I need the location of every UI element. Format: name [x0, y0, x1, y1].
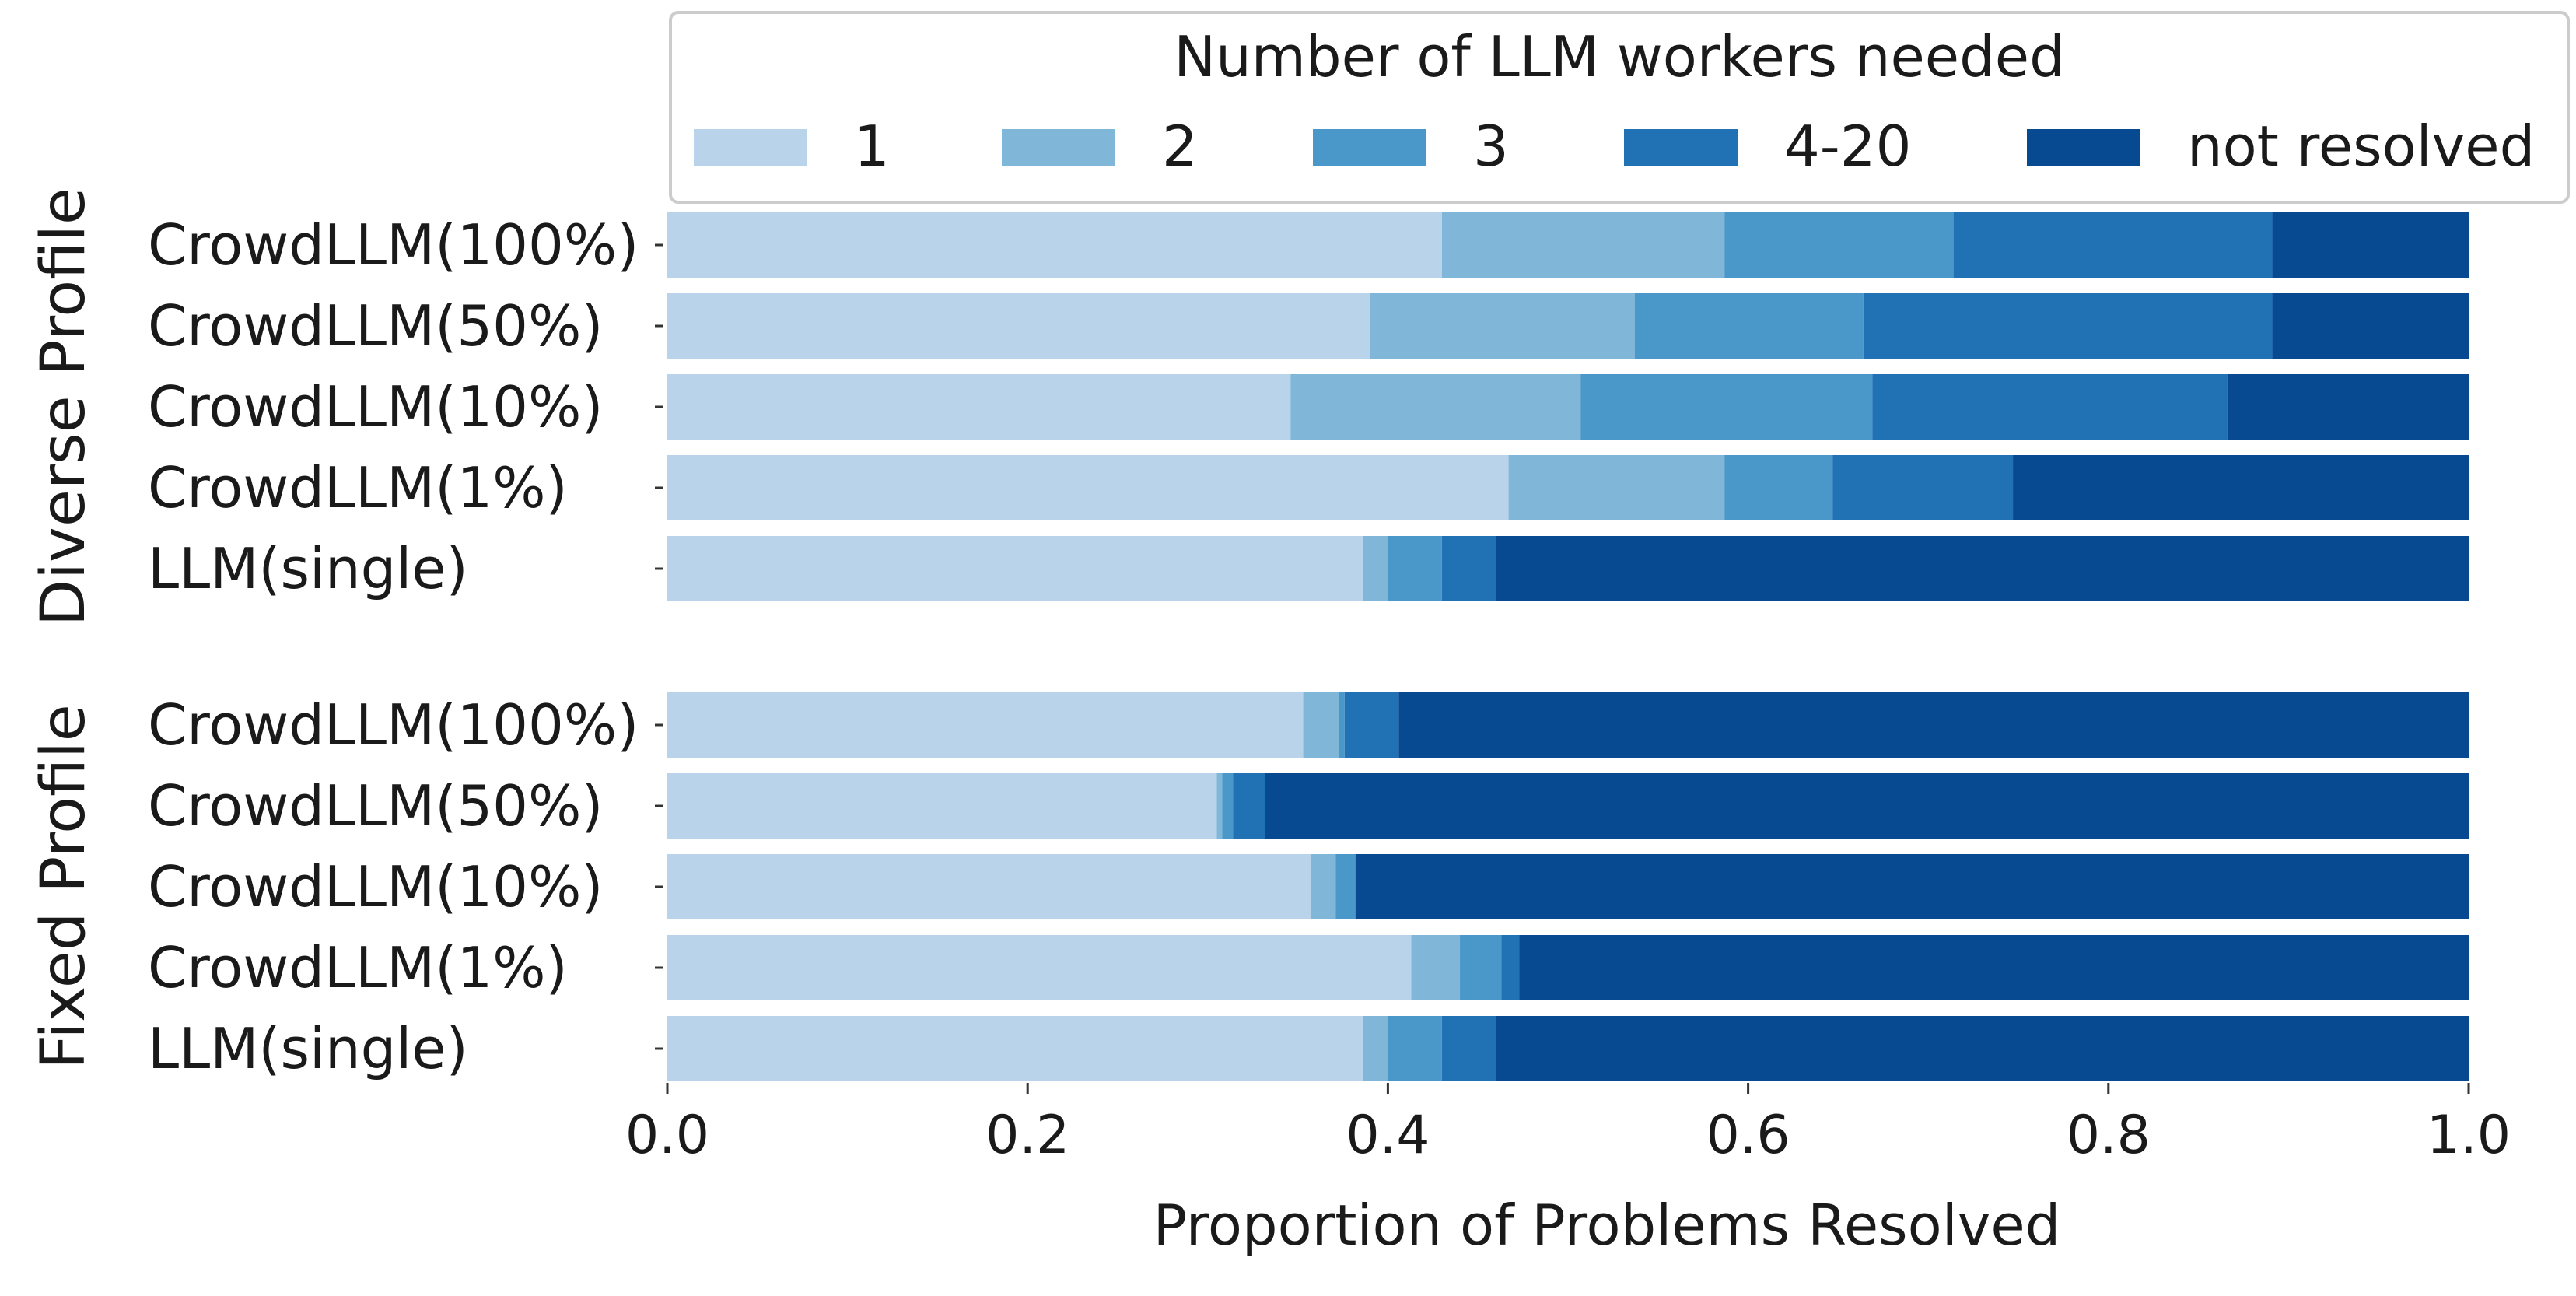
bar-segment-diverse-profile-crowdllm-100-2	[1441, 212, 1725, 278]
bar-segment-fixed-profile-crowdllm-1-4-20	[1501, 935, 1520, 1000]
legend-swatch-3	[1313, 129, 1426, 166]
bar-segment-diverse-profile-crowdllm-1-2	[1508, 455, 1725, 520]
bar-segment-fixed-profile-crowdllm-1-2	[1411, 935, 1461, 1000]
bar-segment-diverse-profile-crowdllm-50-2	[1370, 293, 1635, 359]
legend-title: Number of LLM workers needed	[1174, 24, 2065, 89]
legend-label-not-resolved: not resolved	[2187, 114, 2535, 179]
bar-segment-fixed-profile-crowdllm-50-1	[667, 773, 1217, 839]
legend-swatch-not-resolved	[2027, 129, 2140, 166]
category-label-crowdllm-100: CrowdLLM(100%)	[148, 692, 639, 758]
bar-segment-diverse-profile-crowdllm-100-1	[667, 212, 1442, 278]
bar-segment-diverse-profile-crowdllm-50-not-resolved	[2272, 293, 2469, 359]
x-tick-label: 1.0	[2427, 1105, 2511, 1166]
bar-segment-diverse-profile-llm-single-not-resolved	[1496, 536, 2469, 601]
group-label-diverse-profile: Diverse Profile	[29, 187, 99, 626]
bar-segment-fixed-profile-crowdllm-50-2	[1216, 773, 1223, 839]
bar-segment-diverse-profile-llm-single-1	[667, 536, 1363, 601]
bar-segment-diverse-profile-crowdllm-1-1	[667, 455, 1509, 520]
bar-segment-diverse-profile-crowdllm-50-4-20	[1863, 293, 2273, 359]
bar-segment-fixed-profile-crowdllm-10-2	[1310, 854, 1336, 919]
legend-swatch-2	[1002, 129, 1115, 166]
bar-segment-fixed-profile-crowdllm-100-1	[667, 692, 1304, 758]
legend-swatch-4-20	[1624, 129, 1738, 166]
bar-segment-fixed-profile-crowdllm-100-2	[1303, 692, 1339, 758]
legend-label-1: 1	[854, 114, 890, 179]
bar-segment-fixed-profile-llm-single-3	[1388, 1016, 1442, 1081]
legend-label-4-20: 4-20	[1784, 114, 1911, 179]
bar-segment-diverse-profile-crowdllm-10-1	[667, 374, 1291, 440]
group-label-fixed-profile: Fixed Profile	[29, 704, 99, 1069]
category-label-llm-single: LLM(single)	[148, 536, 468, 601]
x-tick-label: 0.4	[1346, 1105, 1430, 1166]
bar-segment-fixed-profile-llm-single-1	[667, 1016, 1363, 1081]
bar-segment-diverse-profile-crowdllm-50-3	[1634, 293, 1864, 359]
bar-segment-fixed-profile-crowdllm-100-not-resolved	[1398, 692, 2469, 758]
legend-swatch-1	[694, 129, 807, 166]
category-label-crowdllm-50: CrowdLLM(50%)	[148, 293, 604, 359]
bar-segment-diverse-profile-llm-single-4-20	[1441, 536, 1496, 601]
bar-segment-diverse-profile-crowdllm-1-3	[1724, 455, 1833, 520]
bar-segment-fixed-profile-crowdllm-50-3	[1222, 773, 1234, 839]
bar-segment-diverse-profile-llm-single-2	[1362, 536, 1388, 601]
bar-segment-fixed-profile-crowdllm-10-3	[1335, 854, 1356, 919]
bar-segment-diverse-profile-crowdllm-1-4-20	[1832, 455, 2014, 520]
bar-segment-fixed-profile-llm-single-2	[1362, 1016, 1388, 1081]
category-label-crowdllm-1: CrowdLLM(1%)	[148, 935, 568, 1000]
bar-segment-diverse-profile-crowdllm-10-4-20	[1872, 374, 2228, 440]
bar-segment-diverse-profile-llm-single-3	[1388, 536, 1442, 601]
bar-segment-diverse-profile-crowdllm-100-4-20	[1953, 212, 2273, 278]
bar-segment-fixed-profile-llm-single-4-20	[1441, 1016, 1496, 1081]
bar-segment-diverse-profile-crowdllm-10-not-resolved	[2227, 374, 2469, 440]
x-axis: 0.0 0.2 0.4 0.6 0.8 1.0	[625, 1083, 2511, 1166]
bar-segment-fixed-profile-crowdllm-10-1	[667, 854, 1311, 919]
category-label-crowdllm-50: CrowdLLM(50%)	[148, 773, 604, 839]
category-label-crowdllm-10: CrowdLLM(10%)	[148, 374, 604, 440]
bar-segment-diverse-profile-crowdllm-10-2	[1290, 374, 1581, 440]
bar-segment-fixed-profile-llm-single-not-resolved	[1496, 1016, 2469, 1081]
legend-label-2: 2	[1162, 114, 1198, 179]
category-label-crowdllm-100: CrowdLLM(100%)	[148, 212, 639, 278]
bar-segment-diverse-profile-crowdllm-100-3	[1724, 212, 1954, 278]
bar-segment-fixed-profile-crowdllm-100-4-20	[1344, 692, 1399, 758]
bar-segment-fixed-profile-crowdllm-100-3	[1339, 692, 1345, 758]
bar-segment-fixed-profile-crowdllm-50-not-resolved	[1265, 773, 2469, 839]
legend: Number of LLM workers needed 1 2 3 4-20 not …	[669, 11, 2570, 204]
bar-segment-fixed-profile-crowdllm-10-not-resolved	[1355, 854, 2469, 919]
category-label-llm-single: LLM(single)	[148, 1016, 468, 1081]
bar-segment-diverse-profile-crowdllm-10-3	[1580, 374, 1873, 440]
category-label-crowdllm-1: CrowdLLM(1%)	[148, 455, 568, 520]
x-tick-label: 0.2	[985, 1105, 1069, 1166]
bar-segment-fixed-profile-crowdllm-1-3	[1460, 935, 1502, 1000]
bar-segment-diverse-profile-crowdllm-100-not-resolved	[2272, 212, 2469, 278]
bar-segment-fixed-profile-crowdllm-50-4-20	[1233, 773, 1265, 839]
bar-segment-diverse-profile-crowdllm-1-not-resolved	[2013, 455, 2469, 520]
bar-segment-diverse-profile-crowdllm-50-1	[667, 293, 1370, 359]
x-tick-label: 0.8	[2067, 1105, 2151, 1166]
x-axis-title: Proportion of Problems Resolved	[1153, 1193, 2061, 1258]
bar-segment-fixed-profile-crowdllm-1-not-resolved	[1519, 935, 2469, 1000]
category-label-crowdllm-10: CrowdLLM(10%)	[148, 854, 604, 919]
x-tick-label: 0.0	[625, 1105, 709, 1166]
legend-label-3: 3	[1473, 114, 1509, 179]
bar-segment-fixed-profile-crowdllm-1-1	[667, 935, 1412, 1000]
x-tick-label: 0.6	[1706, 1105, 1790, 1166]
